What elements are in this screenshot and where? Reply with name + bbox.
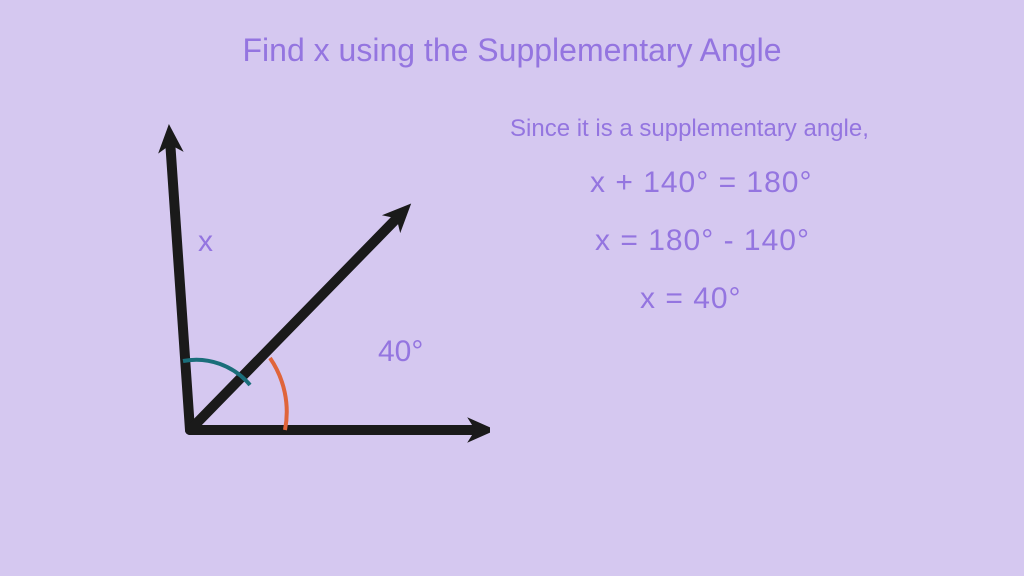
equation-line-3: x = 40° bbox=[640, 282, 742, 316]
label-x: x bbox=[198, 225, 213, 259]
label-40-deg: 40° bbox=[378, 335, 423, 369]
ray-upper-right bbox=[190, 215, 400, 430]
equation-line-2: x = 180° - 140° bbox=[595, 224, 810, 258]
arc-40-icon bbox=[270, 358, 287, 430]
ray-upper-left bbox=[170, 140, 190, 430]
page-title: Find x using the Supplementary Angle bbox=[0, 32, 1024, 69]
explanation-text: Since it is a supplementary angle, bbox=[510, 115, 869, 143]
angle-diagram bbox=[60, 120, 490, 540]
equation-line-1: x + 140° = 180° bbox=[590, 166, 812, 200]
